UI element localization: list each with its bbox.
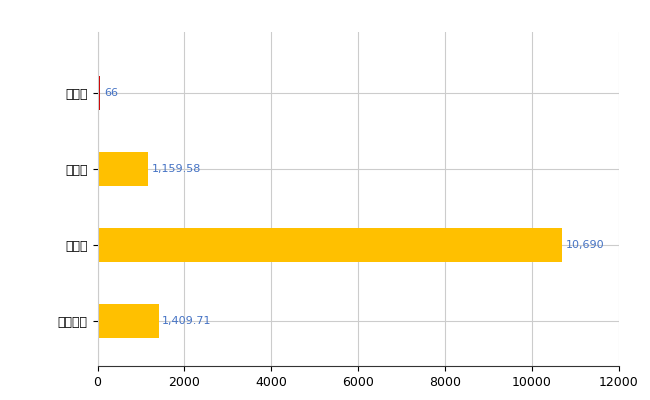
Bar	[98, 76, 100, 110]
Text: 10,690: 10,690	[566, 240, 604, 250]
Text: 66: 66	[104, 88, 118, 98]
Bar	[98, 152, 148, 186]
Bar	[98, 228, 562, 262]
Text: 1,409.71: 1,409.71	[162, 316, 212, 326]
Text: 1,159.58: 1,159.58	[151, 164, 201, 174]
Bar	[98, 304, 159, 338]
